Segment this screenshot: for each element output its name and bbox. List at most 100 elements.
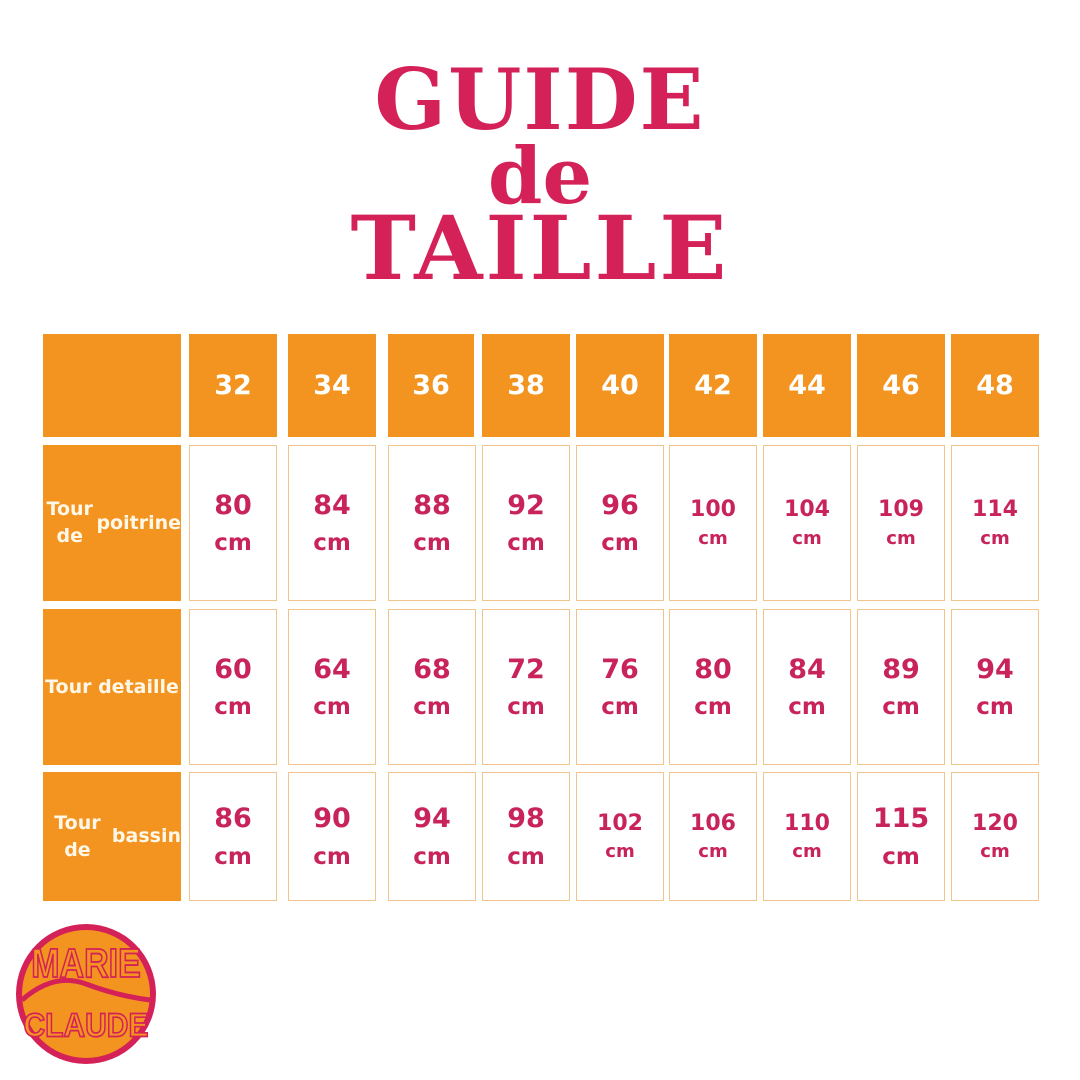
measurement-value: 98 [507,803,545,834]
measurement-unit: cm [980,841,1010,863]
row-label-line1: Tour de [54,811,101,861]
corner-cell [43,334,181,437]
measurement-value: 80 [214,489,252,521]
measurement-unit: cm [507,530,545,556]
row-label-line1: Tour de [45,675,125,698]
measurement-value: 104 [784,497,830,522]
measurement-unit: cm [313,694,351,720]
row-label: Tour de poitrine [43,445,181,601]
measurement-unit: cm [882,843,920,870]
size-header-46: 46 [857,334,945,437]
measurement-value: 115 [872,803,930,834]
measurement-cell: 115 cm [857,772,945,901]
measurement-unit: cm [313,843,351,870]
measurement-value: 94 [976,653,1014,685]
measurement-unit: cm [413,530,451,556]
measurement-unit: cm [980,527,1010,549]
measurement-value: 80 [694,653,732,685]
measurement-cell: 86 cm [189,772,277,901]
svg-text:MARIE: MARIE [31,940,141,986]
title-line-de: de [487,131,593,222]
measurement-unit: cm [214,694,252,720]
measurement-unit: cm [313,530,351,556]
measurement-cell: 120 cm [951,772,1039,901]
measurement-unit: cm [601,694,639,720]
size-header-32: 32 [189,334,277,437]
size-header-36: 36 [388,334,474,437]
measurement-unit: cm [792,841,822,863]
measurement-cell: 92 cm [482,445,570,601]
measurement-cell: 100 cm [669,445,757,601]
row-label-line1: Tour de [46,498,93,547]
measurement-cell: 80 cm [669,609,757,765]
measurement-cell: 60 cm [189,609,277,765]
measurement-value: 64 [313,653,351,685]
measurement-unit: cm [694,694,732,720]
measurement-cell: 109 cm [857,445,945,601]
measurement-cell: 110 cm [763,772,851,901]
measurement-cell: 94 cm [388,772,476,901]
measurement-value: 114 [972,497,1018,522]
measurement-unit: cm [214,530,252,556]
measurement-value: 84 [313,489,351,521]
size-header-34: 34 [288,334,376,437]
row-label-line2: poitrine [96,511,181,534]
measurement-value: 120 [972,810,1018,836]
measurement-unit: cm [882,694,920,720]
measurement-value: 86 [214,803,252,834]
measurement-unit: cm [601,530,639,556]
measurement-cell: 64 cm [288,609,376,765]
measurement-value: 109 [878,497,924,522]
marie-claude-logo: MARIE CLAUDE [16,924,156,1064]
measurement-cell: 114 cm [951,445,1039,601]
measurement-unit: cm [886,527,916,549]
measurement-unit: cm [605,841,635,863]
measurement-unit: cm [507,843,545,870]
measurement-cell: 88 cm [388,445,476,601]
row-label-line2: taille [124,675,179,698]
measurement-unit: cm [214,843,252,870]
measurement-cell: 102 cm [576,772,664,901]
measurement-unit: cm [413,694,451,720]
measurement-value: 68 [413,653,451,685]
row-label: Tour de taille [43,609,181,765]
size-header-38: 38 [482,334,570,437]
measurement-cell: 104 cm [763,445,851,601]
measurement-value: 72 [507,653,545,685]
measurement-value: 84 [788,653,826,685]
measurement-cell: 68 cm [388,609,476,765]
measurement-value: 102 [597,810,643,836]
measurement-value: 90 [313,803,351,834]
measurement-value: 76 [601,653,639,685]
measurement-cell: 80 cm [189,445,277,601]
size-header-42: 42 [669,334,757,437]
measurement-unit: cm [507,694,545,720]
row-label-line2: bassin [111,825,181,848]
svg-text:CLAUDE: CLAUDE [24,1006,149,1044]
measurement-value: 106 [690,810,736,836]
measurement-value: 88 [413,489,451,521]
measurement-unit: cm [698,841,728,863]
measurement-value: 100 [690,497,736,522]
measurement-unit: cm [698,527,728,549]
measurement-unit: cm [792,527,822,549]
measurement-value: 92 [507,489,545,521]
measurement-cell: 106 cm [669,772,757,901]
measurement-value: 110 [784,810,830,836]
measurement-unit: cm [413,843,451,870]
measurement-cell: 89 cm [857,609,945,765]
measurement-value: 94 [413,803,451,834]
row-label: Tour de bassin [43,772,181,901]
measurement-value: 60 [214,653,252,685]
measurement-cell: 98 cm [482,772,570,901]
size-header-48: 48 [951,334,1039,437]
measurement-cell: 76 cm [576,609,664,765]
measurement-cell: 84 cm [288,445,376,601]
measurement-cell: 72 cm [482,609,570,765]
measurement-cell: 84 cm [763,609,851,765]
measurement-value: 89 [882,653,920,685]
measurement-value: 96 [601,489,639,521]
size-header-44: 44 [763,334,851,437]
measurement-cell: 90 cm [288,772,376,901]
title-line-guide: GUIDE [374,50,706,149]
